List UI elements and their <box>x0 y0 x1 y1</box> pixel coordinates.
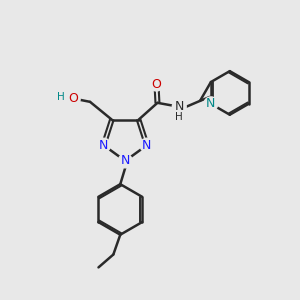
Circle shape <box>140 138 154 152</box>
Circle shape <box>204 97 218 111</box>
Circle shape <box>149 77 164 91</box>
Circle shape <box>118 154 132 168</box>
Text: N: N <box>99 139 108 152</box>
Circle shape <box>66 92 80 106</box>
Circle shape <box>172 100 186 114</box>
Text: H: H <box>57 92 65 102</box>
Text: O: O <box>152 77 161 91</box>
Text: N: N <box>175 100 184 113</box>
Text: O: O <box>68 92 78 105</box>
Circle shape <box>97 138 110 152</box>
Text: N: N <box>206 97 216 110</box>
Text: N: N <box>142 139 152 152</box>
Text: H: H <box>176 112 183 122</box>
Text: N: N <box>121 154 130 167</box>
